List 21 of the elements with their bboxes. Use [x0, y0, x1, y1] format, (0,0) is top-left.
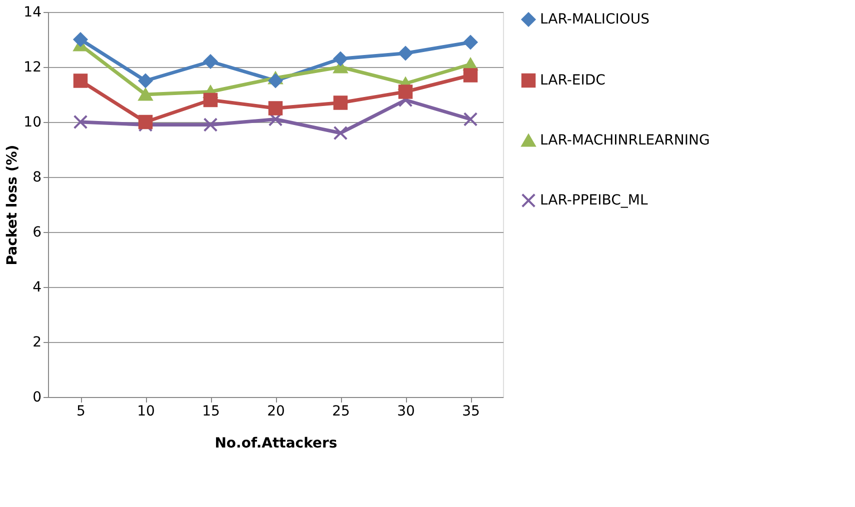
- legend-label: LAR-MALICIOUS: [540, 12, 650, 28]
- y-tick-label: 0: [32, 390, 42, 406]
- x-tick-label: 20: [267, 404, 285, 420]
- x-tick-label: 30: [397, 404, 415, 420]
- y-tick-label: 12: [24, 60, 42, 76]
- legend-label: LAR-PPEIBC_ML: [540, 192, 648, 208]
- x-tick-label: 15: [202, 404, 220, 420]
- x-tick-label: 5: [76, 404, 86, 420]
- y-axis-title: Packet loss (%): [4, 144, 21, 266]
- x-tick-label: 25: [332, 404, 350, 420]
- x-axis-title: No.of.Attackers: [214, 436, 338, 452]
- x-tick-label: 35: [462, 404, 480, 420]
- x-tick-label: 10: [137, 404, 155, 420]
- y-tick-label: 6: [32, 224, 42, 240]
- legend-label: LAR-EIDC: [540, 72, 606, 88]
- y-tick-label: 8: [32, 170, 42, 186]
- legend-label: LAR-MACHINRLEARNING: [540, 132, 710, 148]
- y-tick-label: 4: [32, 280, 42, 296]
- y-tick-label: 2: [32, 334, 42, 350]
- y-tick-label: 14: [24, 4, 42, 20]
- y-tick-label: 10: [24, 114, 42, 130]
